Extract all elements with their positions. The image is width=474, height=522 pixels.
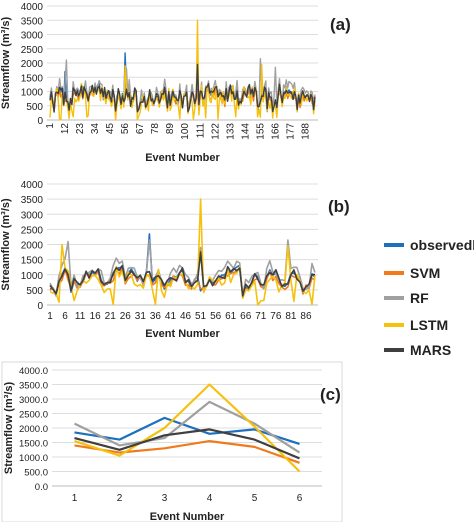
series-line-lstm-c (74, 383, 301, 473)
x-tick-label-c: 6 (297, 493, 303, 504)
chart-frame-c (1, 361, 343, 522)
legend: observedl SVM RF LSTM MARS (384, 237, 474, 358)
y-tick-label-a: 4000 (21, 2, 44, 13)
y-axis-title-a: Streamflow (m³/s) (0, 17, 12, 110)
x-tick-label-a: 23 (75, 123, 86, 135)
y-tick-label-b: 3500 (21, 195, 44, 206)
x-tick-label-b: 21 (105, 311, 117, 322)
x-tick-label-b: 36 (150, 311, 162, 322)
x-tick-label-c: 3 (162, 493, 168, 504)
x-tick-label-b: 86 (300, 311, 312, 322)
y-axis-title-c: Streamflow (m³/s) (3, 382, 15, 475)
x-tick-label-b: 41 (165, 311, 177, 322)
x-tick-label-a: 133 (225, 123, 236, 140)
x-tick-label-a: 78 (150, 123, 161, 135)
y-tick-label-a: 1500 (21, 73, 44, 84)
x-tick-label-c: 5 (252, 493, 258, 504)
y-tick-label-b: 0 (37, 301, 43, 312)
chart-panel-a: 0 500 1000 1500 2000 2500 3000 3500 4000 1 12 23 34 4… (0, 2, 318, 164)
y-tick-label-c: 1000.0 (19, 453, 48, 464)
x-tick-label-b: 16 (90, 311, 102, 322)
x-tick-label-b: 31 (135, 311, 147, 322)
y-axis-title-b: Streamflow (m³/s) (0, 198, 12, 291)
y-tick-label-b: 3000 (21, 210, 44, 221)
series-line-lstm-b (49, 198, 316, 306)
y-tick-label-a: 2500 (21, 45, 44, 56)
x-tick-label-b: 26 (120, 311, 132, 322)
x-tick-label-b: 66 (240, 311, 252, 322)
x-tick-label-a: 177 (285, 123, 296, 140)
chart-panel-c: 0.0500.01000.01500.02000.02500.03000.035… (1, 361, 343, 522)
x-tick-label-b: 6 (62, 311, 68, 322)
y-tick-label-a: 1000 (21, 88, 44, 99)
x-tick-label-b: 61 (225, 311, 237, 322)
x-tick-label-a: 144 (240, 123, 251, 140)
legend-label-mars: MARS (410, 342, 451, 358)
x-tick-label-a: 34 (90, 123, 101, 135)
y-tick-label-c: 0.0 (35, 482, 48, 493)
series-line-mars-b (49, 251, 316, 297)
x-tick-label-c: 2 (117, 493, 123, 504)
y-tick-label-c: 3000.0 (19, 395, 48, 406)
y-tick-label-b: 2000 (21, 241, 44, 252)
legend-label-rf: RF (410, 290, 429, 306)
panel-label-a: (a) (330, 15, 351, 34)
panel-label-b: (b) (328, 197, 350, 216)
x-axis-title-a: Event Number (145, 152, 220, 164)
x-tick-label-a: 45 (105, 123, 116, 135)
x-tick-label-c: 1 (72, 493, 78, 504)
x-tick-label-a: 155 (255, 123, 266, 140)
x-tick-label-b: 11 (75, 311, 86, 322)
y-tick-label-c: 4000.0 (19, 366, 48, 377)
x-tick-label-a: 100 (180, 123, 191, 140)
x-tick-label-b: 56 (210, 311, 222, 322)
x-tick-label-c: 4 (207, 493, 213, 504)
x-tick-label-a: 67 (135, 123, 146, 135)
y-tick-label-c: 2500.0 (19, 410, 48, 421)
series-line-observed-c (74, 416, 300, 445)
y-tick-label-c: 2000.0 (19, 424, 48, 435)
x-tick-label-b: 71 (255, 311, 267, 322)
y-tick-label-b: 4000 (21, 180, 44, 191)
x-tick-label-a: 122 (210, 123, 221, 140)
x-tick-label-b: 76 (270, 311, 282, 322)
y-tick-label-a: 3500 (21, 16, 44, 27)
y-tick-label-b: 1000 (21, 271, 44, 282)
y-tick-label-c: 3500.0 (19, 381, 48, 392)
y-tick-label-b: 1500 (21, 256, 44, 267)
x-axis-title-c: Event Number (150, 511, 225, 522)
x-tick-label-b: 81 (285, 311, 297, 322)
x-tick-label-a: 188 (300, 123, 311, 140)
y-tick-label-a: 2000 (21, 59, 44, 70)
y-tick-label-a: 3000 (21, 31, 44, 42)
x-tick-label-b: 46 (180, 311, 192, 322)
series-line-mars-c (74, 428, 300, 460)
legend-label-svm: SVM (410, 265, 440, 281)
x-axis-title-b: Event Number (145, 328, 220, 340)
legend-label-observed: observedl (410, 237, 474, 253)
x-tick-label-a: 166 (270, 123, 281, 140)
y-tick-label-b: 2500 (21, 225, 44, 236)
x-tick-label-a: 1 (45, 123, 56, 129)
legend-label-lstm: LSTM (410, 317, 448, 333)
x-tick-label-a: 89 (165, 123, 176, 135)
x-tick-label-b: 1 (47, 311, 53, 322)
series-line-mars-a (49, 63, 316, 113)
x-tick-label-a: 56 (120, 123, 131, 135)
y-tick-label-c: 1500.0 (19, 439, 48, 450)
series-line-rf-c (74, 400, 301, 454)
x-tick-label-a: 111 (195, 123, 206, 139)
y-tick-label-b: 500 (26, 286, 43, 297)
series-line-svm-c (74, 440, 300, 464)
x-tick-label-a: 12 (60, 123, 71, 135)
panel-label-c: (c) (320, 385, 341, 404)
y-tick-label-c: 500.0 (24, 468, 48, 479)
series-line-observed-b (50, 233, 316, 298)
y-tick-label-a: 500 (26, 102, 43, 113)
x-tick-label-b: 51 (195, 311, 207, 322)
y-tick-label-a: 0 (37, 116, 43, 127)
